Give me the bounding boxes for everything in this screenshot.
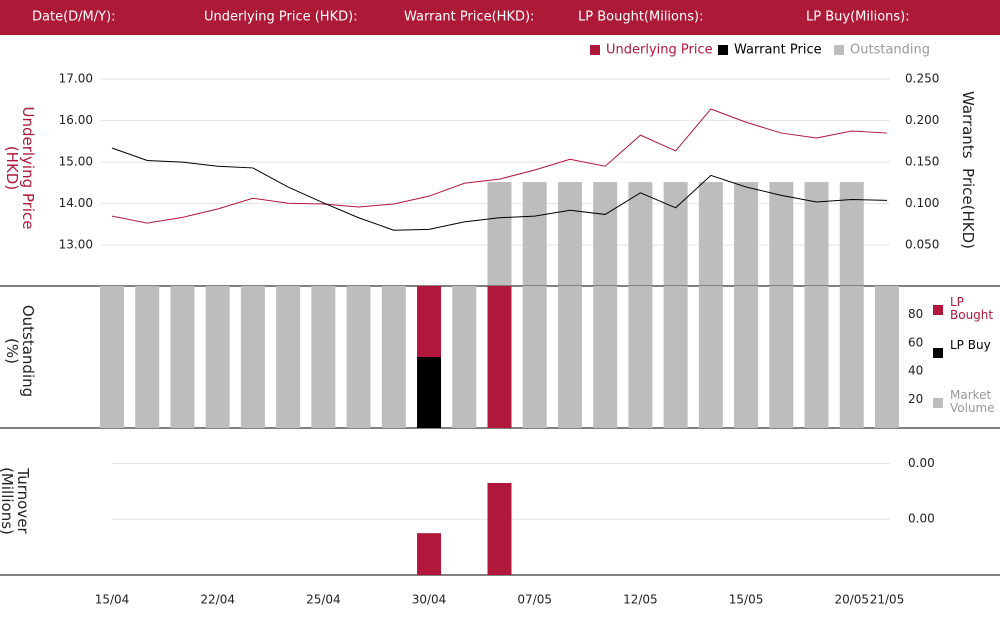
bar: [663, 182, 688, 285]
legend-label: Outstanding: [850, 43, 930, 58]
header-field: Warrant Price(HKD):: [404, 10, 534, 25]
y-tick-label: 0.00: [908, 456, 935, 470]
legend-swatch: [933, 348, 943, 358]
legend-swatch: [590, 45, 600, 55]
x-tick-label: 15/05: [729, 593, 764, 607]
x-tick-label: 20/05: [834, 593, 869, 607]
y-tick-label: 15.00: [59, 155, 93, 169]
x-tick-label: 22/04: [200, 593, 235, 607]
y-axis-title: Outstanding (%): [3, 304, 37, 402]
bar: [734, 182, 759, 285]
bar: [276, 286, 301, 428]
bar: [804, 182, 829, 285]
header-field: LP Bought(Milions):: [578, 10, 703, 25]
header-field: LP Buy(Milions):: [806, 10, 910, 25]
x-tick-label: 21/05: [870, 593, 905, 607]
bar: [593, 286, 618, 428]
bar: [663, 286, 688, 428]
bar: [381, 286, 406, 428]
x-tick-label: 12/05: [623, 593, 658, 607]
legend-swatch: [718, 45, 728, 55]
bar: [734, 286, 759, 428]
bar: [875, 286, 899, 428]
bar: [698, 182, 723, 285]
y2-tick-label: 0.050: [905, 238, 939, 252]
bar: [346, 286, 371, 428]
bar: [487, 482, 512, 575]
x-tick-label: 30/04: [412, 593, 447, 607]
y-tick-label: 13.00: [59, 238, 93, 252]
y-tick-label: 16.00: [59, 113, 93, 127]
y-tick-label: 14.00: [59, 196, 93, 210]
y-tick-label: 20: [908, 392, 923, 406]
y2-tick-label: 0.200: [905, 113, 939, 127]
line: [111, 147, 888, 231]
line: [111, 108, 888, 224]
legend-label: LP Buy: [950, 338, 991, 352]
y-axis-title: Turnover (Millions): [0, 467, 32, 535]
bar: [205, 286, 230, 428]
y2-tick-label: 0.150: [905, 155, 939, 169]
bar: [839, 182, 864, 285]
bar: [417, 533, 442, 575]
bar: [804, 286, 829, 428]
x-tick-label: 15/04: [95, 593, 130, 607]
bar: [417, 286, 442, 357]
header-field: Underlying Price (HKD):: [204, 10, 358, 25]
bar: [240, 286, 265, 428]
bar: [311, 286, 336, 428]
bar: [698, 286, 723, 428]
y-tick-label: 0.00: [908, 512, 935, 526]
y2-axis-title: Warrants Price(HKD): [959, 90, 977, 250]
y-tick-label: 60: [908, 335, 923, 349]
bar: [170, 286, 195, 428]
y-tick-label: 17.00: [59, 72, 93, 86]
legend-swatch: [933, 305, 943, 315]
bar: [417, 357, 442, 428]
bar: [769, 286, 794, 428]
legend-swatch: [933, 398, 943, 408]
bar: [487, 286, 512, 428]
bar: [593, 182, 618, 285]
legend-swatch: [834, 45, 844, 55]
y-tick-label: 40: [908, 364, 923, 378]
y2-tick-label: 0.250: [905, 72, 939, 86]
bar: [522, 286, 547, 428]
legend-label: Warrant Price: [734, 43, 822, 58]
bar: [522, 182, 547, 285]
y-axis-title: Underlying Price (HKD): [3, 106, 37, 235]
bar: [557, 182, 582, 285]
bar: [100, 286, 124, 428]
legend-label: LP Bought: [950, 295, 994, 322]
y2-tick-label: 0.100: [905, 196, 939, 210]
legend-label: Underlying Price: [606, 43, 713, 58]
bar: [487, 182, 512, 285]
bar: [839, 286, 864, 428]
header-field: Date(D/M/Y):: [32, 10, 116, 25]
header-bar: [0, 0, 1000, 35]
bar: [628, 182, 653, 285]
legend-label: Market Volume: [950, 388, 995, 415]
x-tick-label: 07/05: [517, 593, 552, 607]
bar: [769, 182, 794, 285]
bar: [452, 286, 477, 428]
bar: [628, 286, 653, 428]
y-tick-label: 80: [908, 307, 923, 321]
bar: [557, 286, 582, 428]
bar: [135, 286, 160, 428]
x-tick-label: 25/04: [306, 593, 341, 607]
